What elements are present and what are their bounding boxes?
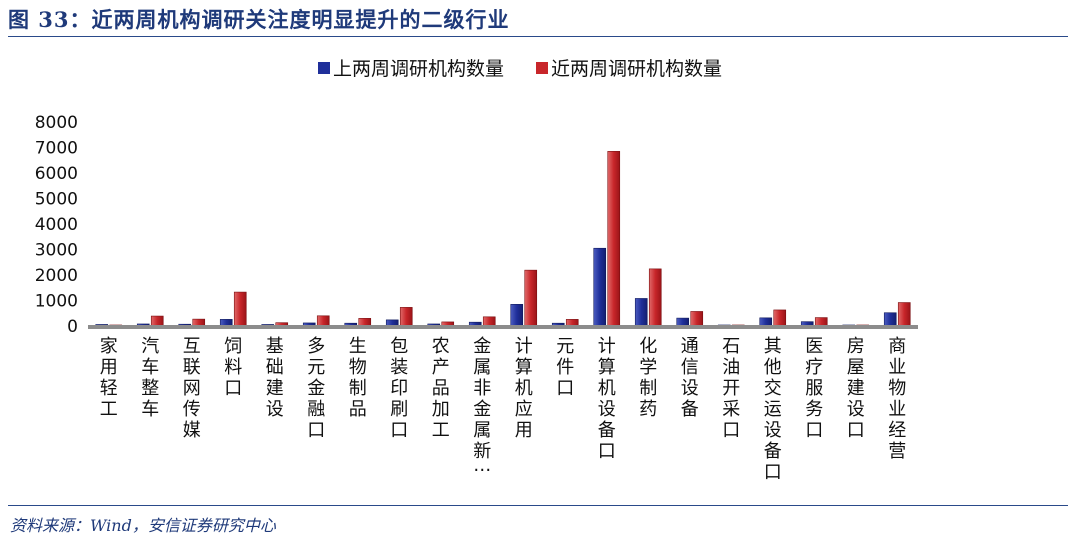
bar-recent [897,302,911,327]
y-tick-label: 7000 [35,139,78,159]
source-note: 资料来源：Wind，安信证券研究中心 [10,516,276,535]
legend-swatch-prev [318,62,330,74]
x-tick-label: 计算机设备口 [598,336,616,462]
x-axis: 家用轻工 汽车整车 互联网传媒 饲料口 基础建设 多元金融口 生物制品 包装印刷口 农产品加工 金… [88,325,918,483]
x-tick-label: 农产品加工 [432,336,450,441]
bar-recent [814,317,828,327]
bar-recent [773,309,787,327]
y-tick-label: 1000 [35,292,78,312]
x-tick-label: 化学制药 [639,336,657,420]
y-tick-label: 5000 [35,190,78,210]
legend-label-recent: 近两周调研机构数量 [551,58,722,80]
bar-prev [676,317,690,327]
x-tick-label: 石油开采口 [722,336,740,441]
title-divider [8,36,1068,37]
bar-recent [150,315,164,327]
bar-recent [607,151,621,327]
y-axis: 0 1000 2000 3000 4000 5000 6000 7000 8000 [35,113,78,337]
x-tick-label: 汽车整车 [141,336,159,420]
x-tick-label: 家用轻工 [100,336,118,420]
x-tick-label: 通信设备 [681,336,699,420]
bar-prev [593,247,607,327]
x-tick-label: 饲料口 [224,336,242,399]
x-tick-label: 金属非金属新… [473,336,491,476]
y-tick-label: 3000 [35,241,78,261]
x-tick-label: 房屋建设口 [847,336,865,441]
legend-label-prev: 上两周调研机构数量 [333,58,504,80]
x-tick-label: 基础建设 [266,336,284,420]
bar-recent [316,315,330,327]
x-tick-label: 元件口 [556,336,574,399]
bar-recent [524,269,538,327]
x-tick-label: 包装印刷口 [390,336,408,441]
bar-recent [690,311,704,327]
bar-recent [648,268,662,327]
legend-swatch-recent [536,62,548,74]
x-tick-label: 医疗服务口 [805,336,823,441]
page-title: 图 33：近两周机构调研关注度明显提升的二级行业 [8,7,510,32]
bar-recent [482,316,496,327]
x-tick-label: 计算机应用 [515,336,533,441]
y-tick-label: 0 [67,317,78,337]
x-axis-line [88,325,918,329]
y-tick-label: 4000 [35,215,78,235]
bars [95,151,911,327]
bar-prev [883,312,897,327]
x-tick-label: 其他交运设备口 [764,336,782,483]
bar-recent [233,291,247,327]
bar-recent [358,318,372,327]
bar-prev [634,298,648,327]
y-tick-label: 2000 [35,266,78,286]
y-tick-label: 8000 [35,113,78,133]
bar-recent [192,318,206,327]
x-tick-label: 互联网传媒 [183,336,201,441]
chart-legend: 上两周调研机构数量 近两周调研机构数量 [318,58,722,80]
footer-divider [8,505,1068,506]
bar-recent [399,307,413,327]
x-tick-label: 商业物业经营 [888,336,906,462]
x-tick-label: 生物制品 [349,336,367,420]
bar-prev [510,304,524,327]
bar-prev [759,317,773,327]
x-tick-label: 多元金融口 [307,336,325,441]
y-tick-label: 6000 [35,164,78,184]
